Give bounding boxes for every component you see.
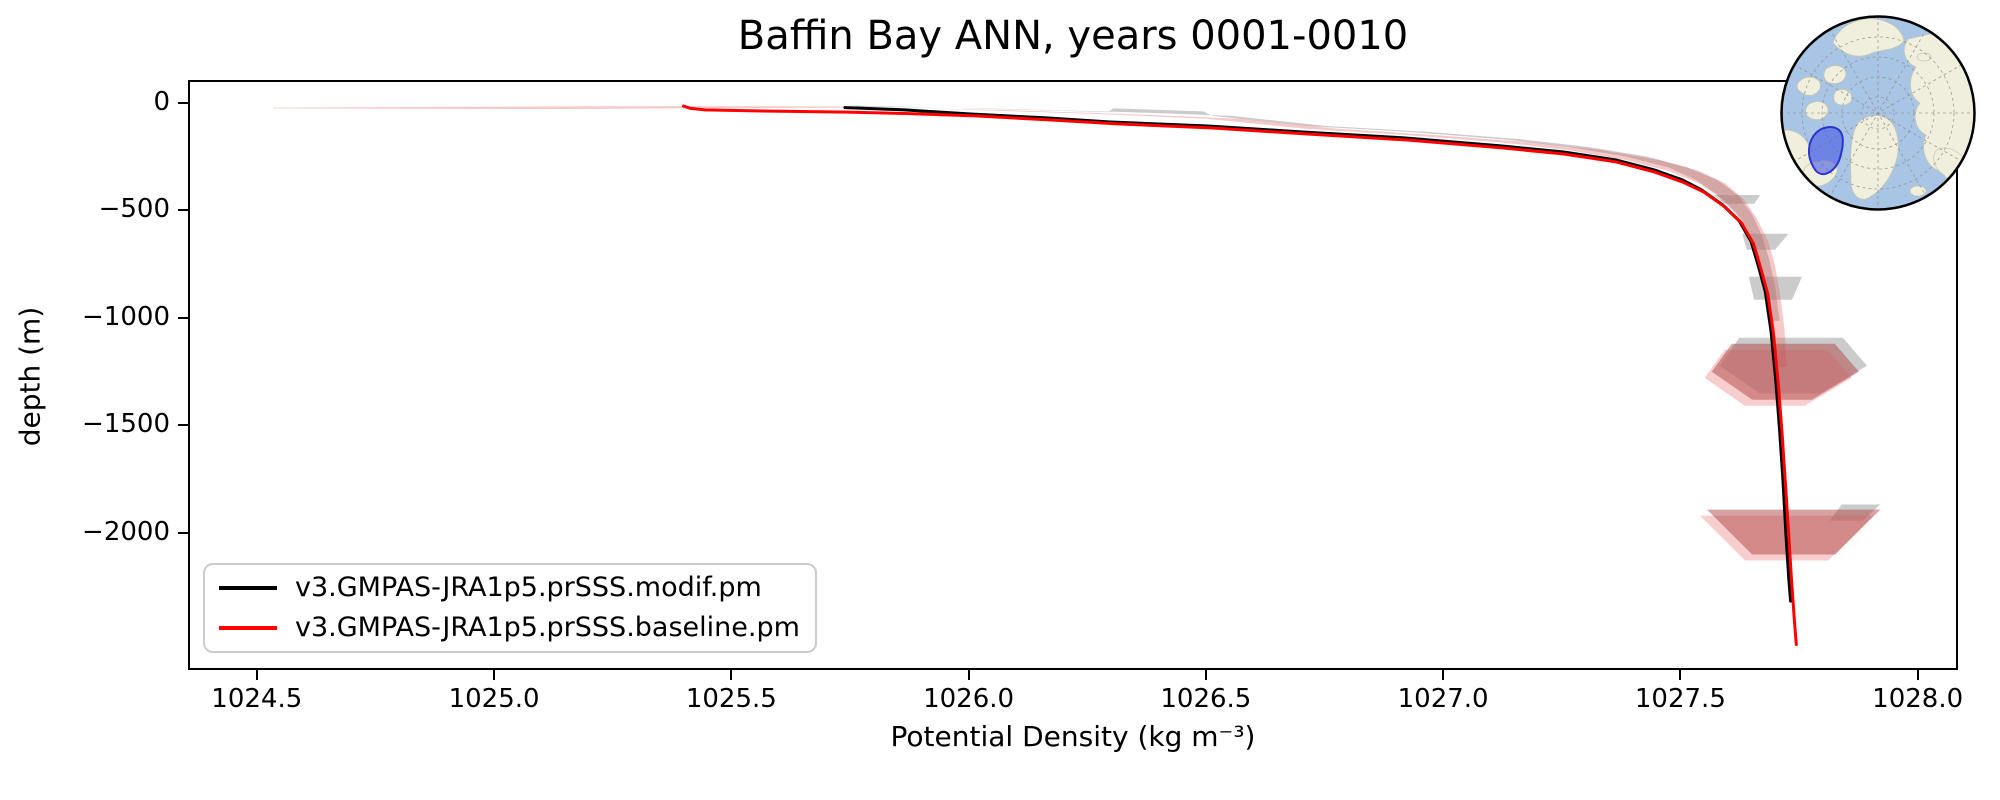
map-land-greenland — [1850, 115, 1899, 200]
map-land-arctic-island — [1833, 89, 1853, 106]
x-tick-label: 1027.0 — [1397, 684, 1489, 714]
y-tick-label: −1000 — [82, 301, 170, 332]
series-line-0 — [843, 106, 1793, 603]
x-tick-label: 1028.0 — [1872, 684, 1964, 714]
y-tick-mark — [178, 209, 188, 212]
x-tick-mark — [1679, 670, 1682, 680]
x-tick-mark — [1442, 670, 1445, 680]
x-tick-mark — [255, 670, 258, 680]
legend-label: v3.GMPAS-JRA1p5.prSSS.modif.pm — [295, 572, 762, 604]
inset-locator-map — [1780, 15, 1976, 211]
map-land-siberia-alaska — [1832, 18, 1905, 57]
x-tick-label: 1025.5 — [685, 684, 777, 714]
legend: v3.GMPAS-JRA1p5.prSSS.modif.pm v3.GMPAS-J… — [203, 563, 817, 653]
legend-label: v3.GMPAS-JRA1p5.prSSS.baseline.pm — [295, 612, 800, 643]
map-graticule — [1781, 16, 1975, 210]
map-highlight-baffin-bay — [1807, 126, 1844, 176]
legend-line-sample — [219, 586, 277, 591]
series-line-1 — [682, 104, 1798, 646]
x-axis-label: Potential Density (kg m⁻³) — [890, 720, 1256, 753]
y-tick-mark — [178, 101, 188, 104]
legend-entry-0: v3.GMPAS-JRA1p5.prSSS.modif.pm — [219, 573, 801, 603]
x-tick-mark — [1204, 670, 1207, 680]
y-tick-label: 0 — [153, 86, 170, 117]
uncertainty-patch — [1707, 509, 1881, 555]
uncertainty-patch — [1714, 195, 1761, 204]
x-tick-label: 1026.0 — [923, 684, 1015, 714]
map-land-arctic-island — [1805, 101, 1829, 120]
y-tick-mark — [178, 424, 188, 427]
legend-entry-1: v3.GMPAS-JRA1p5.prSSS.baseline.pm — [219, 613, 801, 643]
x-tick-label: 1026.5 — [1160, 684, 1252, 714]
plot-canvas — [273, 104, 1881, 646]
map-land-canada — [1781, 129, 1812, 200]
y-tick-mark — [178, 316, 188, 319]
map-land-arctic-island — [1823, 65, 1847, 84]
y-tick-label: −1500 — [82, 409, 170, 440]
map-land-arctic-island — [1796, 76, 1821, 96]
map-land-svalbard — [1916, 52, 1932, 62]
map-land-iceland — [1909, 185, 1927, 197]
x-tick-label: 1027.5 — [1634, 684, 1726, 714]
y-axis-label: depth (m) — [13, 306, 47, 447]
uncertainty-patch — [847, 105, 1780, 321]
x-tick-mark — [730, 670, 733, 680]
legend-line-sample — [219, 625, 277, 630]
y-tick-mark — [178, 531, 188, 534]
plot-title: Baffin Bay ANN, years 0001-0010 — [737, 13, 1409, 59]
x-tick-mark — [967, 670, 970, 680]
x-tick-mark — [1916, 670, 1919, 680]
x-tick-label: 1024.5 — [211, 684, 303, 714]
x-tick-label: 1025.0 — [448, 684, 540, 714]
y-tick-label: −2000 — [82, 516, 170, 547]
x-tick-mark — [493, 670, 496, 680]
map-border — [1780, 15, 1976, 211]
y-tick-label: −500 — [98, 194, 170, 225]
uncertainty-patch — [1711, 343, 1859, 400]
